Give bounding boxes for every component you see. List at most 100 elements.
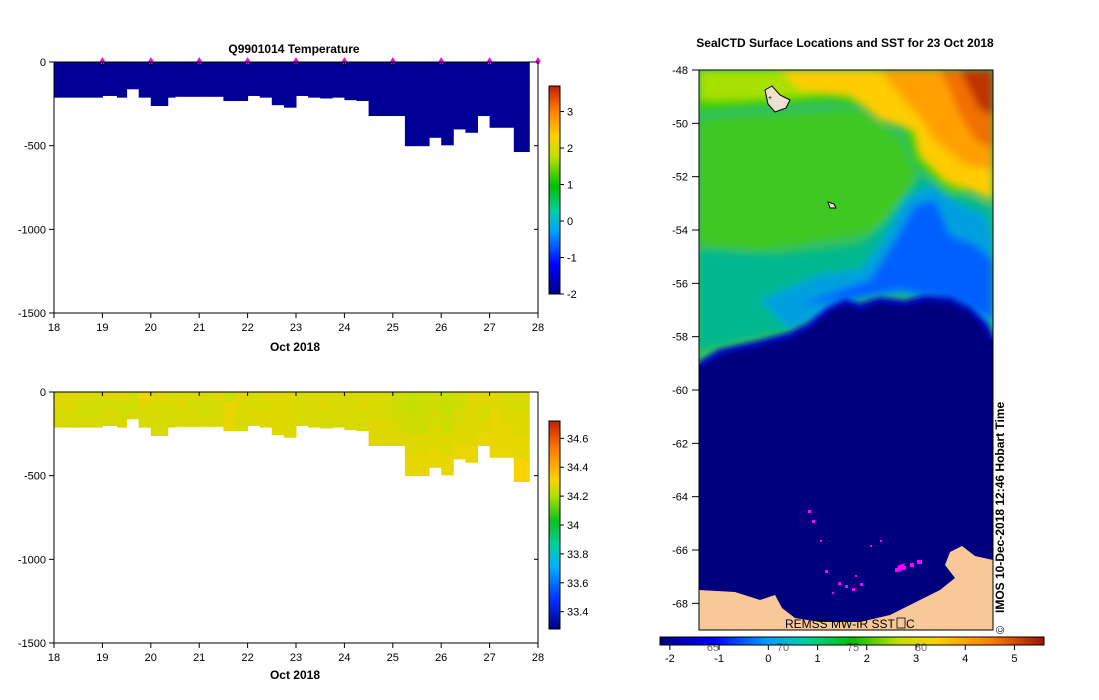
- salinity-x-tick-label: 25: [387, 652, 399, 664]
- section-cell: [417, 412, 430, 435]
- section-cell: [235, 420, 249, 431]
- latitude-tick-label: -68: [672, 598, 688, 610]
- latitude-tick-label: -64: [672, 492, 688, 504]
- section-cell: [320, 70, 333, 81]
- salinity-x-tick-label: 23: [290, 652, 302, 664]
- missing-glyph-box: [896, 617, 906, 629]
- section-cell: [150, 392, 169, 404]
- section-cell: [465, 97, 478, 116]
- section-cell: [271, 392, 285, 404]
- section-cell: [320, 400, 333, 411]
- section-cell: [126, 68, 140, 76]
- section-cell: [404, 103, 418, 126]
- surface-marker: [486, 57, 493, 62]
- section-cell: [344, 401, 357, 412]
- section-cell: [308, 400, 321, 411]
- salinity-colorbar-ticks: 34.6 34.4 34.2 34 33.8 33.6 33.4: [560, 433, 588, 619]
- sst-faint-label: 80: [915, 642, 927, 654]
- sst-map-frame: [698, 69, 994, 631]
- section-cell: [271, 413, 285, 425]
- section-cell: [54, 418, 79, 428]
- sst-colorbar-tick-label: 4: [962, 653, 968, 665]
- salinity-sections: [54, 392, 530, 483]
- section-cell: [356, 392, 370, 403]
- section-cell: [489, 78, 503, 96]
- section-cell: [489, 62, 503, 79]
- section-cell: [368, 432, 394, 447]
- section-cell: [332, 409, 345, 419]
- sst-colorbar-ticks: -2 -1 0 1 2 3 4 5: [665, 645, 1018, 665]
- section-cell: [501, 424, 515, 442]
- salinity-colorbar-tick-label: 33.4: [567, 607, 588, 619]
- section-cell: [308, 409, 321, 419]
- section-cell: [332, 392, 345, 402]
- section-cell: [199, 62, 212, 72]
- section-cell: [513, 414, 530, 438]
- section-cell: [392, 418, 406, 433]
- section-cell: [235, 71, 249, 82]
- section-cell: [368, 62, 394, 76]
- section-cell: [417, 62, 430, 84]
- surface-marker: [196, 57, 203, 62]
- sst-source-suffix: C: [906, 617, 915, 631]
- section-cell: [187, 87, 200, 97]
- section-cell: [211, 70, 224, 80]
- section-cell: [223, 90, 236, 101]
- sst-map-title: SealCTD Surface Locations and SST for 23…: [696, 36, 994, 50]
- section-cell: [465, 409, 478, 428]
- sst-colorbar-tick-label: 1: [814, 653, 820, 665]
- section-cell: [223, 71, 236, 82]
- salinity-panel: 0 -500 -1000 -1500 18 19 20 21 22 23 24 25 26 27 28 O…: [18, 387, 589, 682]
- section-cell: [513, 62, 530, 85]
- section-cell: [211, 400, 224, 410]
- section-cell: [116, 62, 128, 72]
- temperature-x-tick-label: 18: [48, 322, 60, 334]
- section-cell: [259, 392, 273, 402]
- section-cell: [138, 62, 152, 72]
- section-cell: [167, 400, 176, 411]
- salinity-x-tick-label: 22: [241, 652, 253, 664]
- temperature-colorbar-tick-label: 1: [567, 180, 573, 192]
- section-cell: [175, 62, 188, 72]
- section-cell: [78, 70, 103, 81]
- section-cell: [167, 88, 176, 98]
- section-cell: [223, 81, 236, 92]
- section-cell: [259, 62, 273, 72]
- section-cell: [344, 80, 357, 91]
- section-cell: [259, 79, 273, 89]
- section-cell: [501, 62, 515, 79]
- section-cell: [404, 392, 418, 414]
- section-cell: [513, 129, 530, 153]
- salinity-x-tick-label: 21: [193, 652, 205, 664]
- section-cell: [247, 70, 261, 80]
- section-cell: [54, 70, 79, 81]
- salinity-x-tick-label: 26: [435, 652, 447, 664]
- section-cell: [429, 392, 442, 412]
- section-cell: [138, 409, 152, 419]
- section-cell: [283, 414, 297, 427]
- section-cell: [235, 411, 249, 422]
- section-cell: [175, 409, 188, 419]
- temperature-x-tick-label: 23: [290, 322, 302, 334]
- salinity-xlabel: Oct 2018: [270, 668, 320, 682]
- section-cell: [344, 71, 357, 82]
- section-cell: [356, 420, 370, 431]
- section-cell: [453, 408, 466, 426]
- sst-colorbar-faint-labels: 65 70 75 80: [707, 642, 927, 654]
- section-cell: [126, 82, 140, 90]
- section-cell: [501, 110, 515, 128]
- section-cell: [404, 412, 418, 435]
- section-cell: [211, 87, 224, 97]
- salinity-colorbar-tick-label: 33.8: [567, 549, 588, 561]
- section-cell: [441, 62, 454, 84]
- section-cell: [477, 392, 491, 406]
- section-cell: [150, 62, 169, 74]
- section-cell: [283, 84, 297, 97]
- sst-colorbar: [659, 636, 1045, 646]
- section-cell: [417, 392, 430, 414]
- section-cell: [465, 427, 478, 446]
- section-cell: [392, 75, 406, 90]
- section-cell: [211, 417, 224, 427]
- section-cell: [223, 62, 236, 73]
- section-cell: [116, 409, 128, 419]
